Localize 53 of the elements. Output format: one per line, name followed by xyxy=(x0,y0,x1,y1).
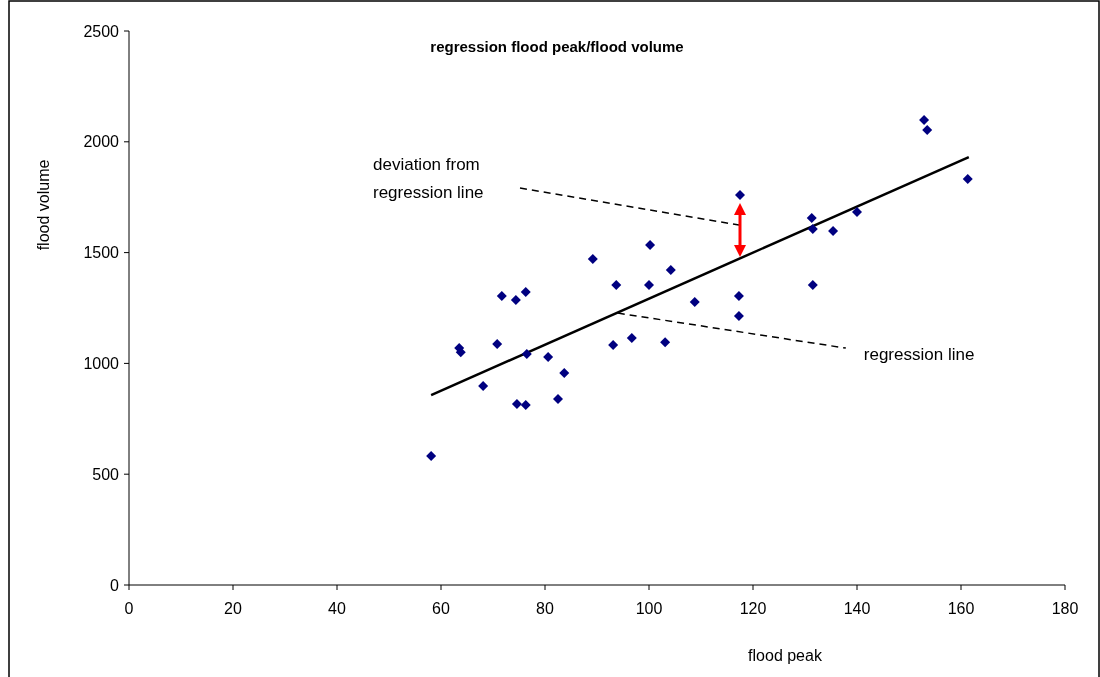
y-tick-label: 0 xyxy=(110,576,120,594)
point xyxy=(608,340,619,351)
point xyxy=(733,310,744,321)
point xyxy=(922,125,933,136)
point xyxy=(919,115,930,126)
point xyxy=(733,291,744,302)
y-tick-label: 2000 xyxy=(83,133,120,151)
point xyxy=(520,400,531,411)
point xyxy=(611,279,622,290)
point xyxy=(807,279,818,290)
x-tick-label: 0 xyxy=(124,600,134,617)
point xyxy=(807,223,818,234)
x-axis-title: flood peak xyxy=(748,647,823,664)
point xyxy=(426,451,437,462)
y-tick-label: 1500 xyxy=(83,244,120,262)
x-tick-label: 140 xyxy=(843,600,871,617)
point xyxy=(496,291,507,302)
point xyxy=(543,351,554,362)
point xyxy=(478,381,489,391)
x-tick-label: 120 xyxy=(739,600,767,617)
y-axis-title: flood volume xyxy=(35,159,52,251)
point xyxy=(520,287,531,298)
point xyxy=(559,367,570,378)
text: regression flood peak/flood volume xyxy=(430,38,684,55)
y-tick-label: 2500 xyxy=(83,22,120,40)
point xyxy=(828,226,839,237)
point xyxy=(735,189,745,200)
point xyxy=(553,394,563,405)
annotation: regression line xyxy=(863,345,975,365)
x-tick-label: 80 xyxy=(536,600,554,617)
point xyxy=(510,295,521,306)
point xyxy=(626,332,637,343)
point xyxy=(511,398,522,409)
point xyxy=(806,213,817,224)
x-tick-label: 60 xyxy=(432,600,450,617)
point xyxy=(587,254,598,265)
point xyxy=(644,279,654,290)
point xyxy=(689,297,700,308)
point xyxy=(645,240,656,251)
point xyxy=(660,337,671,348)
annotation: deviation from regression line xyxy=(373,155,484,202)
point xyxy=(521,349,532,360)
point xyxy=(852,207,862,218)
y-tick-label: 500 xyxy=(92,465,120,483)
y-tick-label: 1000 xyxy=(83,355,120,372)
x-tick-label: 20 xyxy=(224,600,242,617)
x-tick-label: 100 xyxy=(635,600,663,617)
point xyxy=(665,265,676,276)
x-tick-label: 160 xyxy=(947,600,975,617)
x-tick-label: 180 xyxy=(1051,600,1079,617)
x-tick-label: 40 xyxy=(328,600,346,617)
point xyxy=(962,174,973,185)
point xyxy=(492,338,503,349)
